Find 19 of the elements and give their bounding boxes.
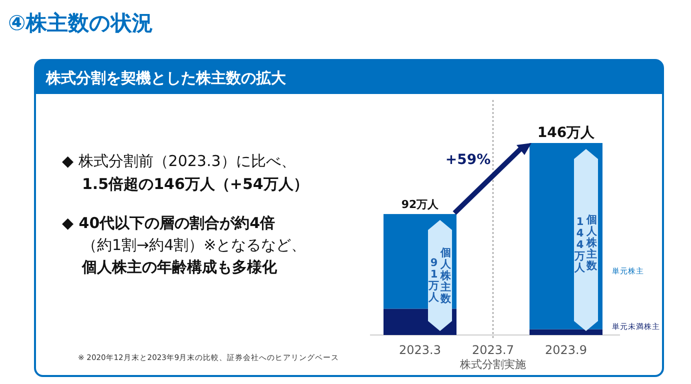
text: 株式分割を契機とした株主数の拡大: [45, 69, 287, 87]
annotation: 91万人: [428, 257, 440, 304]
x-tick-label: 2023.7: [472, 343, 514, 357]
text: ④株主数の状況: [8, 11, 153, 35]
annotation: 92万人: [401, 198, 440, 212]
x-tick-label: 2023.9: [545, 343, 587, 357]
x-tick-label: 2023.3: [399, 343, 441, 357]
text: （約1割→約4割）※となるなど、: [82, 236, 306, 254]
text: 個人株主の年齢構成も多様化: [81, 258, 278, 276]
text: 1.5倍超の146万人（+54万人）: [82, 175, 308, 193]
annotation: +59%: [445, 152, 491, 168]
text: 146万人: [537, 125, 596, 141]
bar: [530, 329, 602, 335]
text: ◆ 株式分割前（2023.3）に比べ、: [62, 152, 296, 170]
text: ◆ 40代以下の層の割合が約4倍: [62, 214, 276, 232]
annotation: 個人株主数: [440, 247, 452, 306]
ref-line-label: 株式分割実施: [459, 358, 526, 371]
annotation: 個人株主数: [586, 214, 598, 272]
annotation: 144万人: [574, 216, 586, 274]
